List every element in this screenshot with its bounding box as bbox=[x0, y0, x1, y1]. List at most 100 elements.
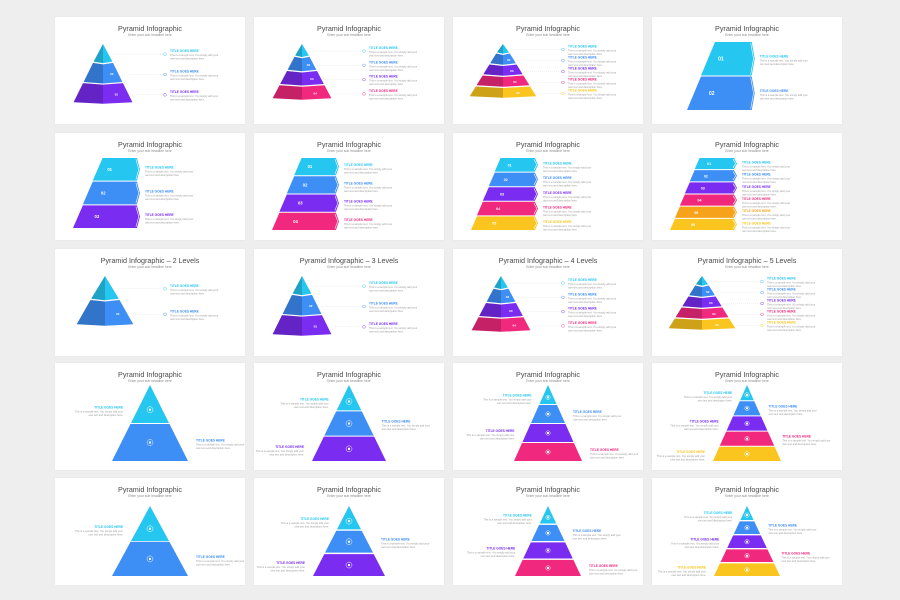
level-number: 02 bbox=[110, 72, 114, 76]
item-description-line: This is a sample text. You simply add yo… bbox=[466, 433, 514, 437]
item-title-label: TITLE GOES HERE bbox=[369, 281, 398, 285]
pyramid-arrow-band bbox=[471, 216, 538, 230]
slide-thumbnail[interactable]: 02 TITLE GOES HERE This is a sample text. … bbox=[55, 249, 245, 356]
slide-thumbnail[interactable]: TITLE GOES HERE This is a sample text. Yo… bbox=[453, 478, 643, 585]
item-description-line: This is a sample text. You simply add yo… bbox=[170, 288, 218, 292]
item-description-line: This is a sample text. You simply add yo… bbox=[742, 201, 790, 205]
chevron-right-icon bbox=[750, 43, 754, 75]
slide-thumbnail[interactable]: TITLE GOES HERE This is a sample text. Yo… bbox=[254, 363, 444, 470]
slide-subtitle: Enter your sub headline here bbox=[526, 265, 570, 269]
pyramid-level-shape bbox=[695, 276, 702, 286]
slide-thumbnail[interactable]: TITLE GOES HERE This is a sample text. Yo… bbox=[254, 478, 444, 585]
item-title-label: TITLE GOES HERE bbox=[381, 538, 410, 542]
item-title-label: TITLE GOES HERE bbox=[573, 410, 602, 414]
pyramid-level-shape bbox=[103, 83, 133, 104]
bullet-dot-icon bbox=[362, 284, 366, 288]
item-description-line: This is a sample text. You simply add yo… bbox=[381, 542, 429, 546]
item-title-label: TITLE GOES HERE bbox=[300, 397, 329, 401]
pyramid-level-shape bbox=[539, 385, 557, 404]
slide-title: Pyramid Infographic bbox=[715, 370, 779, 379]
slide-subtitle: Enter your sub headline here bbox=[128, 494, 172, 498]
item-title-label: TITLE GOES HERE bbox=[767, 288, 796, 292]
level-icon-glyph bbox=[348, 564, 350, 567]
item-description-line: This is a sample text. You simply add yo… bbox=[196, 559, 244, 563]
item-description-line: This is a sample text. You simply add yo… bbox=[170, 94, 218, 98]
slide-thumbnail[interactable]: 01 TITLE GOES HERE This is a sample text. … bbox=[55, 133, 245, 240]
item-description-line: own text and description here. bbox=[369, 289, 404, 293]
level-number: 03 bbox=[310, 77, 314, 81]
slide-thumbnail[interactable]: 02 03 04 05 TITLE GOES HERE This is a sample … bbox=[652, 249, 842, 356]
slide-thumbnail[interactable]: TITLE GOES HERE This is a sample text. Yo… bbox=[453, 363, 643, 470]
slide-thumbnail[interactable]: 02 03 TITLE GOES HERE This is a sample text… bbox=[55, 17, 245, 124]
slide-thumbnail[interactable]: 02 03 04 TITLE GOES HERE This is a sample te… bbox=[453, 249, 643, 356]
level-icon bbox=[744, 405, 750, 411]
slide-thumbnail[interactable]: 01 TITLE GOES HERE This is a sample text. … bbox=[652, 17, 842, 124]
pyramid-arrow-band bbox=[494, 158, 538, 172]
item-description-line: This is a sample text. You simply add yo… bbox=[344, 185, 392, 189]
pyramid-level-shape bbox=[539, 506, 557, 524]
level-icon-glyph bbox=[149, 441, 151, 444]
level-icon-glyph bbox=[348, 422, 350, 425]
item-title-label: TITLE GOES HERE bbox=[589, 564, 618, 568]
pyramid-arrow-band bbox=[679, 194, 737, 206]
item-title-label: TITLE GOES HERE bbox=[568, 67, 597, 71]
item-description-line: own text and description here. bbox=[381, 545, 416, 549]
slide-subtitle: Enter your sub headline here bbox=[725, 149, 769, 153]
slide-subtitle: Enter your sub headline here bbox=[725, 265, 769, 269]
level-number: 04 bbox=[293, 219, 298, 224]
slide-thumbnail[interactable]: 02 03 TITLE GOES HERE This is a sample text… bbox=[254, 249, 444, 356]
slide-thumbnail[interactable]: TITLE GOES HERE This is a sample text. Yo… bbox=[55, 363, 245, 470]
level-icon bbox=[744, 567, 750, 573]
slide-thumbnail[interactable]: 01 TITLE GOES HERE This is a sample text. … bbox=[453, 133, 643, 240]
bullet-dot-icon bbox=[362, 325, 366, 329]
slide-thumbnail[interactable]: 02 03 04 TITLE GOES HERE This is a sample te… bbox=[254, 17, 444, 124]
item-description-line: own text and description here. bbox=[568, 52, 603, 56]
bullet-dot-icon bbox=[362, 92, 366, 96]
item-description-line: own text and description here. bbox=[685, 545, 720, 549]
item-description-line: own text and description here. bbox=[671, 573, 706, 577]
slide-thumbnail[interactable]: TITLE GOES HERE This is a sample text. Yo… bbox=[652, 478, 842, 585]
bullet-dot-icon bbox=[561, 295, 565, 299]
item-title-label: TITLE GOES HERE bbox=[742, 173, 771, 177]
item-title-label: TITLE GOES HERE bbox=[369, 302, 398, 306]
pyramid-level-shape bbox=[105, 276, 119, 301]
chevron-right-icon bbox=[334, 177, 339, 193]
item-description-line: This is a sample text. You simply add yo… bbox=[75, 410, 123, 414]
slide-thumbnail[interactable]: 01 TITLE GOES HERE This is a sample text. … bbox=[652, 133, 842, 240]
slide-thumbnail[interactable]: TITLE GOES HERE This is a sample text. Yo… bbox=[652, 363, 842, 470]
pyramid-arrow-band bbox=[684, 182, 737, 194]
item-title-label: TITLE GOES HERE bbox=[369, 322, 398, 326]
slide-subtitle: Enter your sub headline here bbox=[327, 494, 371, 498]
level-number: 02 bbox=[506, 295, 510, 299]
slide-thumbnail[interactable]: 01 TITLE GOES HERE This is a sample text. … bbox=[254, 133, 444, 240]
bullet-dot-icon bbox=[760, 290, 764, 295]
item-description-line: This is a sample text. You simply add yo… bbox=[369, 285, 417, 289]
pyramid-level-shape bbox=[76, 300, 105, 326]
bullet-dot-icon bbox=[163, 287, 167, 291]
item-title-label: TITLE GOES HERE bbox=[760, 89, 789, 93]
level-icon bbox=[545, 514, 551, 520]
level-number: 05 bbox=[694, 211, 698, 215]
item-title-label: TITLE GOES HERE bbox=[196, 439, 225, 443]
item-description-line: own text and description here. bbox=[543, 227, 578, 231]
level-number: 03 bbox=[510, 69, 514, 73]
item-title-label: TITLE GOES HERE bbox=[769, 404, 798, 408]
level-number: 02 bbox=[706, 290, 710, 294]
pyramid-arrow-band bbox=[73, 205, 140, 228]
pyramid-level-shape bbox=[302, 44, 309, 58]
slide-thumbnail[interactable]: TITLE GOES HERE This is a sample text. Yo… bbox=[55, 478, 245, 585]
pyramid-level-shape bbox=[702, 307, 729, 319]
item-title-label: TITLE GOES HERE bbox=[94, 406, 123, 410]
pyramid-level-shape bbox=[702, 296, 722, 308]
item-description-line: own text and description here. bbox=[568, 314, 603, 318]
slide-thumbnail[interactable]: 02 03 04 05 TITLE GOES HERE This is a sample … bbox=[453, 17, 643, 124]
level-icon bbox=[744, 436, 750, 442]
item-description-line: own text and description here. bbox=[369, 309, 404, 313]
chevron-right-icon bbox=[533, 188, 538, 200]
slide-subtitle: Enter your sub headline here bbox=[327, 379, 371, 383]
